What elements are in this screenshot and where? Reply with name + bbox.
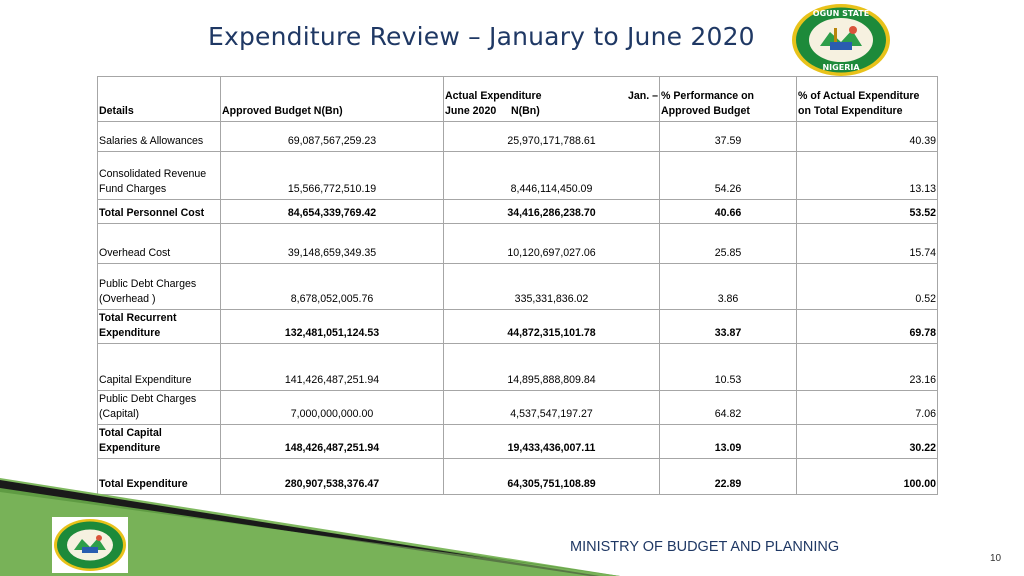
header-details: Details (97, 76, 221, 122)
cell-performance: 25.85 (659, 223, 797, 264)
cell-approved: 148,426,487,251.94 (220, 424, 444, 459)
table-row: Public Debt Charges (Overhead ) 8,678,05… (97, 263, 938, 310)
cell-share: 53.52 (796, 199, 938, 224)
cell-share: 40.39 (796, 121, 938, 152)
cell-performance: 13.09 (659, 424, 797, 459)
logo-text-top: OGUN STATE (813, 9, 869, 18)
cell-approved: 15,566,772,510.19 (220, 151, 444, 200)
cell-details: Capital Expenditure (97, 343, 221, 391)
table-row-total: Total Personnel Cost 84,654,339,769.42 3… (97, 199, 938, 224)
header-performance: % Performance on Approved Budget (659, 76, 797, 122)
cell-approved: 84,654,339,769.42 (220, 199, 444, 224)
header-share: % of Actual Expenditure on Total Expendi… (796, 76, 938, 122)
header-actual-line1a: Actual Expenditure (445, 90, 542, 102)
table-row: Salaries & Allowances 69,087,567,259.23 … (97, 121, 938, 152)
header-approved: Approved Budget N(Bn) (220, 76, 444, 122)
header-share-line1: % of Actual Expenditure (798, 90, 920, 102)
cell-actual: 44,872,315,101.78 (443, 309, 660, 344)
table-row: Capital Expenditure 141,426,487,251.94 1… (97, 343, 938, 391)
cell-details: Public Debt Charges (Overhead ) (97, 263, 221, 310)
cell-performance: 22.89 (659, 458, 797, 495)
header-row: Details Approved Budget N(Bn) Actual Exp… (97, 76, 938, 122)
table-row: Overhead Cost 39,148,659,349.35 10,120,6… (97, 223, 938, 264)
page-title: Expenditure Review – January to June 202… (208, 22, 755, 51)
cell-approved: 7,000,000,000.00 (220, 390, 444, 425)
ogun-state-logo: OGUN STATE NIGERIA (792, 4, 890, 76)
logo-text-bottom: NIGERIA (822, 63, 860, 72)
cell-approved: 141,426,487,251.94 (220, 343, 444, 391)
cell-share: 15.74 (796, 223, 938, 264)
header-performance-line2: Approved Budget (661, 105, 750, 117)
cell-details: Overhead Cost (97, 223, 221, 264)
cell-share: 13.13 (796, 151, 938, 200)
header-actual-line1b: Jan. – (627, 90, 658, 102)
cell-approved: 280,907,538,376.47 (220, 458, 444, 495)
header-performance-line1: % Performance on (661, 90, 755, 102)
table-row-total: Total Recurrent Expenditure 132,481,051,… (97, 309, 938, 344)
cell-actual: 4,537,547,197.27 (443, 390, 660, 425)
cell-details: Total Capital Expenditure (97, 424, 221, 459)
cell-approved: 8,678,052,005.76 (220, 263, 444, 310)
cell-actual: 34,416,286,238.70 (443, 199, 660, 224)
header-share-line2: on Total Expenditure (798, 105, 903, 117)
cell-approved: 132,481,051,124.53 (220, 309, 444, 344)
cell-share: 7.06 (796, 390, 938, 425)
cell-share: 69.78 (796, 309, 938, 344)
cell-performance: 64.82 (659, 390, 797, 425)
cell-share: 0.52 (796, 263, 938, 310)
cell-performance: 10.53 (659, 343, 797, 391)
table-row-total: Total Capital Expenditure 148,426,487,25… (97, 424, 938, 459)
header-actual-line2: June 2020 N(Bn) (445, 105, 540, 117)
expenditure-table: Details Approved Budget N(Bn) Actual Exp… (97, 76, 938, 495)
table-row-grand-total: Total Expenditure 280,907,538,376.47 64,… (97, 458, 938, 495)
cell-details: Total Personnel Cost (97, 199, 221, 224)
cell-details: Consolidated Revenue Fund Charges (97, 151, 221, 200)
cell-details: Total Recurrent Expenditure (97, 309, 221, 344)
ogun-state-logo-small (52, 517, 128, 573)
cell-share: 23.16 (796, 343, 938, 391)
cell-share: 100.00 (796, 458, 938, 495)
cell-actual: 25,970,171,788.61 (443, 121, 660, 152)
cell-actual: 8,446,114,450.09 (443, 151, 660, 200)
cell-details: Public Debt Charges (Capital) (97, 390, 221, 425)
cell-performance: 3.86 (659, 263, 797, 310)
cell-actual: 19,433,436,007.11 (443, 424, 660, 459)
cell-details: Total Expenditure (97, 458, 221, 495)
decorative-stripe (0, 478, 620, 576)
table-row: Consolidated Revenue Fund Charges 15,566… (97, 151, 938, 200)
cell-approved: 69,087,567,259.23 (220, 121, 444, 152)
cell-details: Salaries & Allowances (97, 121, 221, 152)
cell-share: 30.22 (796, 424, 938, 459)
cell-performance: 33.87 (659, 309, 797, 344)
cell-actual: 14,895,888,809.84 (443, 343, 660, 391)
page-number: 10 (990, 553, 1002, 564)
cell-actual: 64,305,751,108.89 (443, 458, 660, 495)
cell-approved: 39,148,659,349.35 (220, 223, 444, 264)
cell-actual: 335,331,836.02 (443, 263, 660, 310)
ministry-name: MINISTRY OF BUDGET AND PLANNING (570, 539, 840, 555)
cell-performance: 37.59 (659, 121, 797, 152)
cell-performance: 40.66 (659, 199, 797, 224)
table-row: Public Debt Charges (Capital) 7,000,000,… (97, 390, 938, 425)
cell-performance: 54.26 (659, 151, 797, 200)
header-actual: Actual Expenditure Jan. – June 2020 N(Bn… (443, 76, 660, 122)
cell-actual: 10,120,697,027.06 (443, 223, 660, 264)
